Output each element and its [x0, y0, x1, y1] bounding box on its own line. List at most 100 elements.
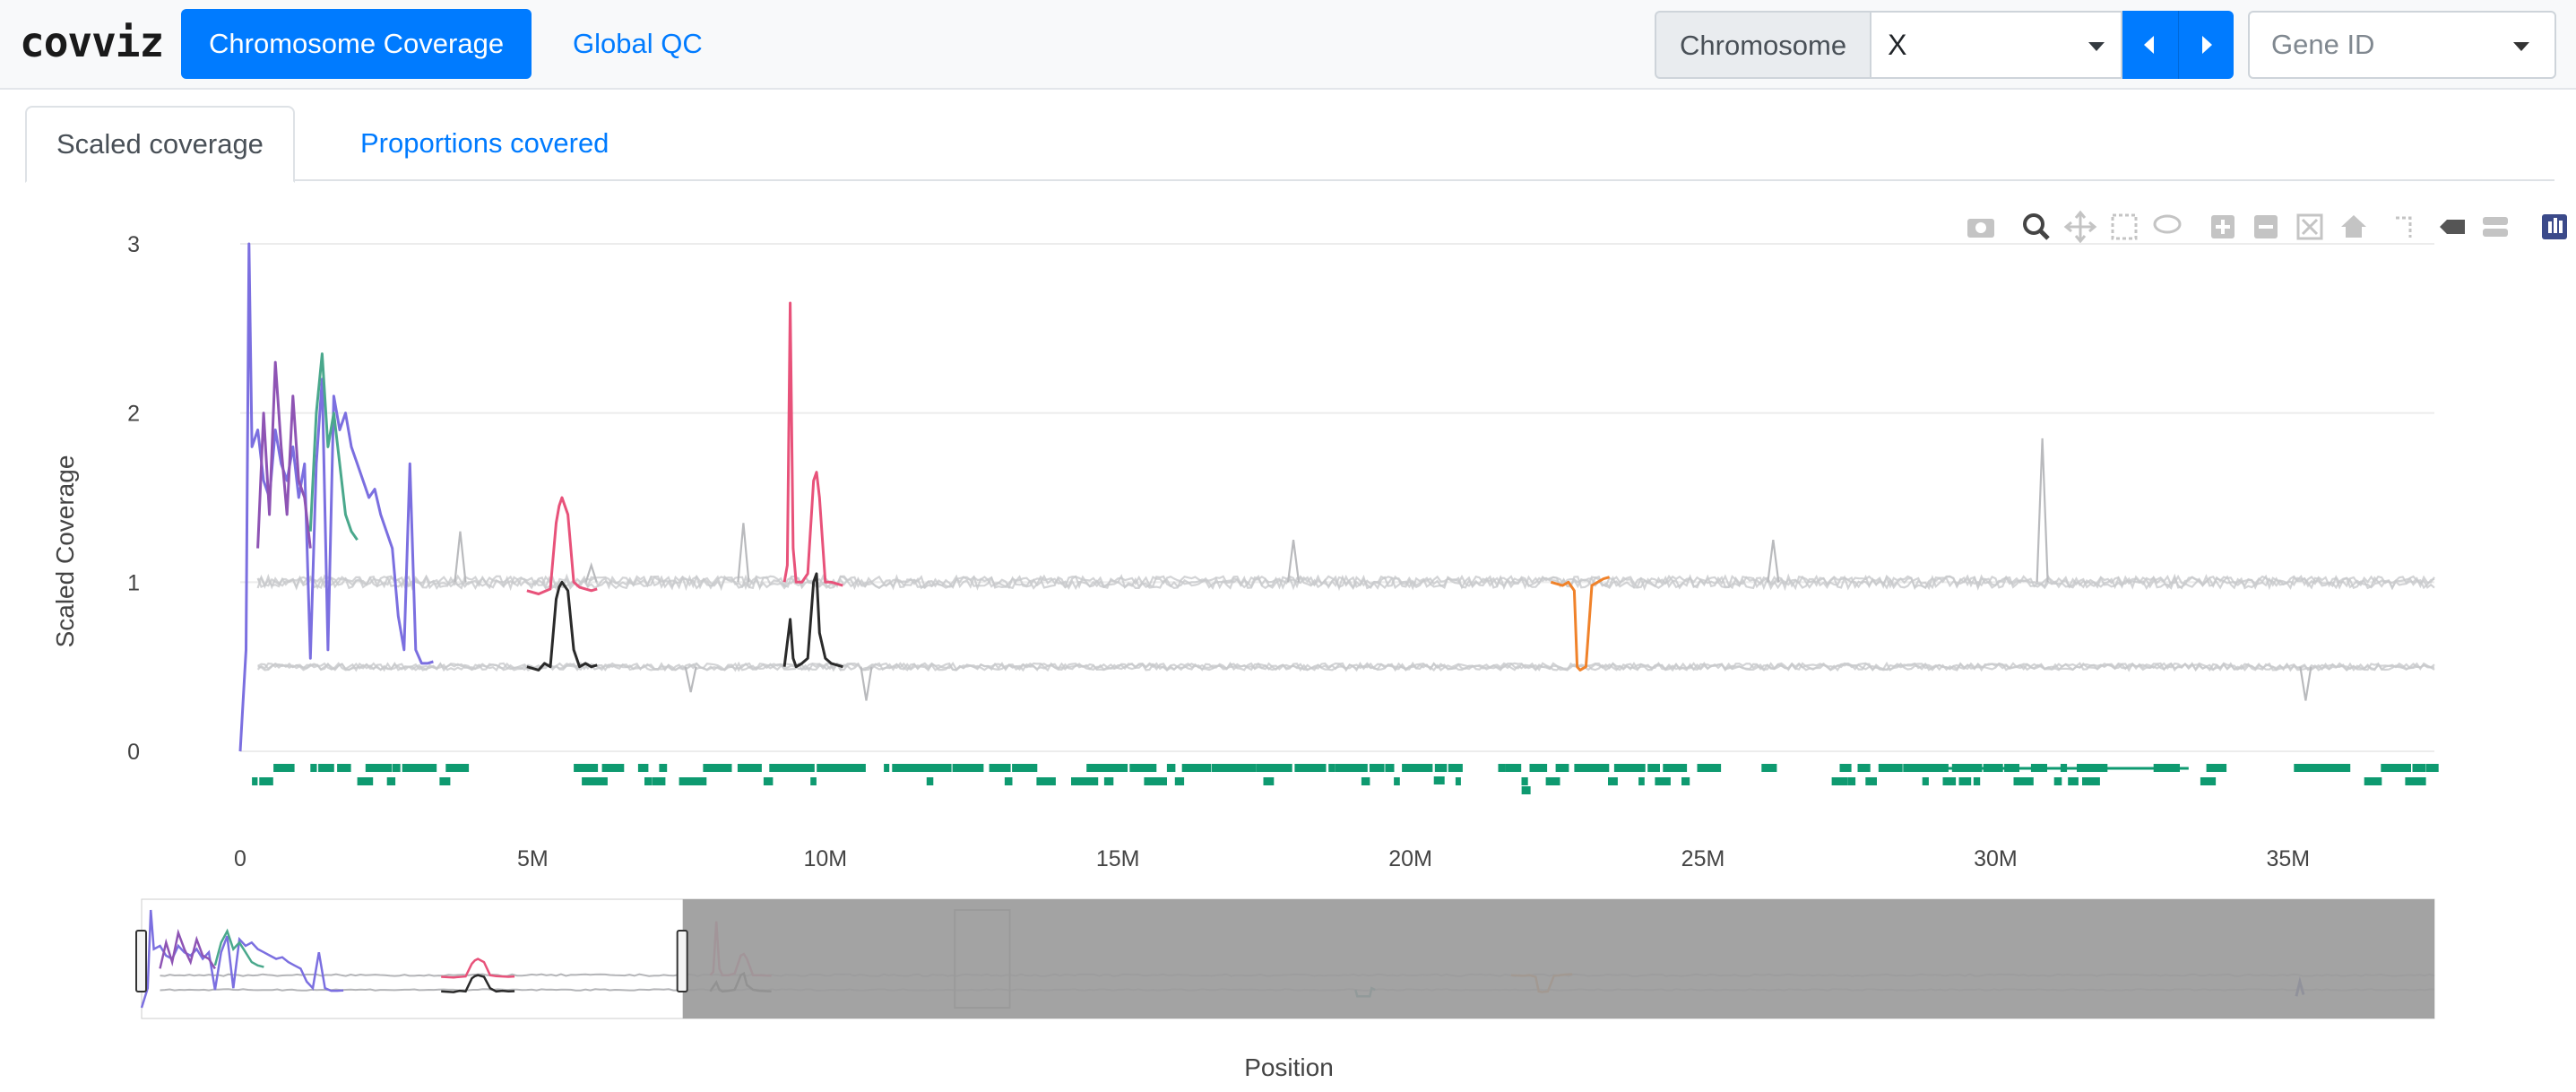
camera-icon[interactable] [1967, 219, 1994, 238]
gene-feature [1598, 764, 1606, 772]
gene-feature [817, 764, 826, 772]
gene-feature [1455, 777, 1461, 785]
gene-feature [1697, 764, 1710, 772]
lasso-icon[interactable] [2153, 214, 2182, 234]
spike-mark [737, 523, 750, 583]
gene-feature [1839, 764, 1852, 772]
gene-feature [2405, 777, 2423, 785]
gene-id-placeholder: Gene ID [2271, 29, 2375, 60]
gene-feature [2340, 764, 2351, 772]
range-slider-series [159, 928, 216, 970]
gene-feature [2082, 777, 2100, 785]
gene-feature [936, 764, 952, 772]
gene-feature [1369, 764, 1381, 772]
gene-feature [1857, 764, 1871, 772]
gene-feature [926, 777, 934, 785]
box-select-icon[interactable] [2111, 213, 2138, 240]
range-slider-series [441, 974, 515, 993]
gene-feature [1240, 764, 1249, 772]
gene-feature [609, 764, 619, 772]
gene-feature [1220, 764, 1227, 772]
chromosome-select[interactable]: X [1870, 11, 2123, 79]
gene-feature [1608, 777, 1618, 785]
gene-feature [574, 764, 589, 772]
highlighted-series[interactable] [238, 242, 1611, 752]
gene-feature [1712, 764, 1722, 772]
tab-scaled-coverage[interactable]: Scaled coverage [25, 106, 295, 183]
gene-feature [1419, 764, 1431, 772]
gene-feature [756, 764, 762, 772]
gene-feature [884, 764, 890, 772]
range-slider[interactable] [135, 898, 2435, 1019]
tab-proportions-covered[interactable]: Proportions covered [360, 127, 609, 159]
chromosome-select-value: X [1888, 29, 1907, 61]
gene-feature [1247, 764, 1257, 772]
range-slider-handle [135, 930, 147, 992]
chromosome-label: Chromosome [1655, 11, 1871, 79]
gene-feature [1136, 764, 1151, 772]
spike-mark [584, 561, 598, 583]
hover-closest-icon[interactable] [2440, 220, 2465, 234]
gene-feature [1498, 764, 1506, 772]
gene-feature [587, 764, 599, 772]
gene-id-select[interactable]: Gene ID [2248, 11, 2556, 79]
gene-feature [419, 764, 430, 772]
spike-lines-icon[interactable] [2396, 216, 2412, 238]
gene-feature [1681, 777, 1690, 785]
pan-icon[interactable] [2063, 210, 2097, 244]
gene-feature [1574, 764, 1586, 772]
gene-feature [1027, 764, 1038, 772]
zoom-out-icon[interactable] [2254, 215, 2278, 238]
gene-feature [1012, 764, 1025, 772]
gene-feature [1158, 777, 1167, 785]
gene-feature [386, 777, 396, 785]
gene-feature [445, 764, 462, 772]
y-gridlines [240, 243, 2434, 752]
nav-global-qc[interactable]: Global QC [573, 28, 703, 59]
gene-feature [1086, 764, 1102, 772]
next-chromosome-button[interactable] [2178, 11, 2235, 79]
gene-feature [1629, 764, 1646, 772]
zoom-in-icon[interactable] [2211, 215, 2235, 238]
gene-feature [1647, 764, 1660, 772]
series-line-orange [1550, 576, 1611, 672]
gene-feature [1080, 777, 1099, 785]
plotly-logo-icon[interactable] [2542, 214, 2567, 239]
gene-feature [2373, 777, 2382, 785]
gene-feature [425, 764, 432, 772]
gene-feature [2302, 764, 2315, 772]
series-line-black [526, 580, 598, 672]
range-slider-series [441, 958, 515, 979]
gene-track[interactable] [252, 764, 2439, 794]
baseline-line [256, 574, 2435, 592]
brand-logo[interactable]: covviz [20, 18, 164, 66]
gene-feature [1521, 777, 1528, 785]
nav-chromosome-coverage[interactable]: Chromosome Coverage [181, 9, 532, 79]
gene-feature [1004, 777, 1013, 785]
zoom-icon[interactable] [2023, 213, 2050, 240]
gene-feature [1166, 764, 1176, 772]
hover-compare-icon[interactable] [2483, 217, 2508, 237]
gene-feature [996, 764, 1011, 772]
gene-feature [742, 764, 754, 772]
gene-feature [337, 764, 351, 772]
prev-chromosome-button[interactable] [2122, 11, 2179, 79]
spike-mark [1767, 540, 1780, 583]
gene-feature [1111, 764, 1128, 772]
gene-feature [718, 764, 732, 772]
autoscale-icon[interactable] [2296, 213, 2323, 240]
gene-feature [1770, 764, 1777, 772]
gene-feature [1663, 764, 1674, 772]
gene-feature [1094, 764, 1111, 772]
gene-feature [710, 764, 722, 772]
gene-feature [1394, 777, 1400, 785]
reset-axes-icon[interactable] [2341, 215, 2366, 238]
gene-feature [1294, 764, 1309, 772]
gene-feature [596, 777, 608, 785]
y-tick-labels: 0 1 2 3 [127, 232, 140, 765]
gene-feature [2325, 764, 2337, 772]
gene-feature [1958, 777, 1972, 785]
gene-feature [2412, 764, 2426, 772]
spike-mark [454, 531, 467, 583]
